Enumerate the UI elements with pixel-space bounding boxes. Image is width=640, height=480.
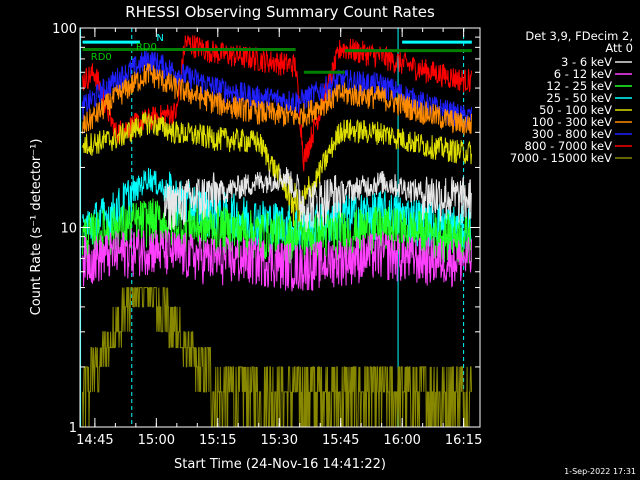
legend-item-3-6-kev: 3 - 6 keV xyxy=(561,55,632,69)
legend-label: 100 - 300 keV xyxy=(532,115,612,129)
legend-header-line-2: Att 0 xyxy=(605,41,633,55)
series-line xyxy=(82,63,472,136)
legend-header-line-1: Det 3,9, FDecim 2, xyxy=(525,29,633,43)
y-axis: 1 10 100 xyxy=(52,22,480,436)
series-7000-15000-kev xyxy=(82,287,472,427)
legend-item-800-7000-kev: 800 - 7000 keV xyxy=(524,139,632,153)
legend-item-300-800-kev: 300 - 800 keV xyxy=(532,127,632,141)
legend-label: 50 - 100 keV xyxy=(539,103,612,117)
footer-date: 1-Sep-2022 17:31 xyxy=(564,467,636,476)
series-line xyxy=(82,35,472,172)
series-line xyxy=(164,167,472,232)
x-tick-label: 14:45 xyxy=(76,433,113,448)
legend-label: 7000 - 15000 keV xyxy=(510,151,612,165)
legend-item-12-25-kev: 12 - 25 keV xyxy=(546,79,632,93)
y-tick-label: 100 xyxy=(52,22,77,37)
y-tick-label: 1 xyxy=(69,421,77,436)
y-tick-label: 10 xyxy=(60,222,77,237)
legend-item-6-12-kev: 6 - 12 keV xyxy=(554,67,632,81)
series-800-7000-kev xyxy=(82,35,472,172)
legend-label: 800 - 7000 keV xyxy=(524,139,612,153)
series-line xyxy=(82,198,472,264)
attenuator-state-line xyxy=(82,48,472,74)
series-50-100-kev xyxy=(82,112,472,236)
legend-item-7000-15000-kev: 7000 - 15000 keV xyxy=(510,151,632,165)
legend-item-50-100-kev: 50 - 100 keV xyxy=(539,103,632,117)
annotation-n: N xyxy=(156,33,163,44)
annotation-rd0: RD0 xyxy=(136,42,157,53)
x-tick-label: 16:00 xyxy=(383,433,420,448)
x-tick-label: 15:00 xyxy=(138,433,175,448)
series-3-6-kev xyxy=(164,167,472,232)
x-tick-label: 15:15 xyxy=(199,433,236,448)
chart-title: RHESSI Observing Summary Count Rates xyxy=(125,3,435,21)
series-line xyxy=(82,112,472,236)
y-axis-label: Count Rate (s⁻¹ detector⁻¹) xyxy=(29,139,44,316)
x-tick-label: 15:30 xyxy=(261,433,298,448)
legend-label: 25 - 50 keV xyxy=(546,91,612,105)
x-tick-label: 15:45 xyxy=(322,433,359,448)
series-layer xyxy=(82,35,472,427)
legend-label: 3 - 6 keV xyxy=(561,55,612,69)
legend-label: 300 - 800 keV xyxy=(532,127,612,141)
series-12-25-kev xyxy=(82,198,472,264)
x-axis: 14:45 15:00 15:15 15:30 15:45 16:00 16:15 xyxy=(76,28,482,448)
legend-label: 6 - 12 keV xyxy=(554,67,612,81)
x-tick-label: 16:15 xyxy=(445,433,482,448)
annotation-rd0: RD0 xyxy=(91,52,112,63)
x-axis-label: Start Time (24-Nov-16 14:41:22) xyxy=(174,457,386,472)
legend-item-25-50-kev: 25 - 50 keV xyxy=(546,91,632,105)
series-line xyxy=(82,287,472,427)
series-line xyxy=(82,228,472,292)
series-6-12-kev xyxy=(82,228,472,292)
legend-item-100-300-kev: 100 - 300 keV xyxy=(532,115,632,129)
legend-label: 12 - 25 keV xyxy=(546,79,612,93)
series-100-300-kev xyxy=(82,63,472,136)
